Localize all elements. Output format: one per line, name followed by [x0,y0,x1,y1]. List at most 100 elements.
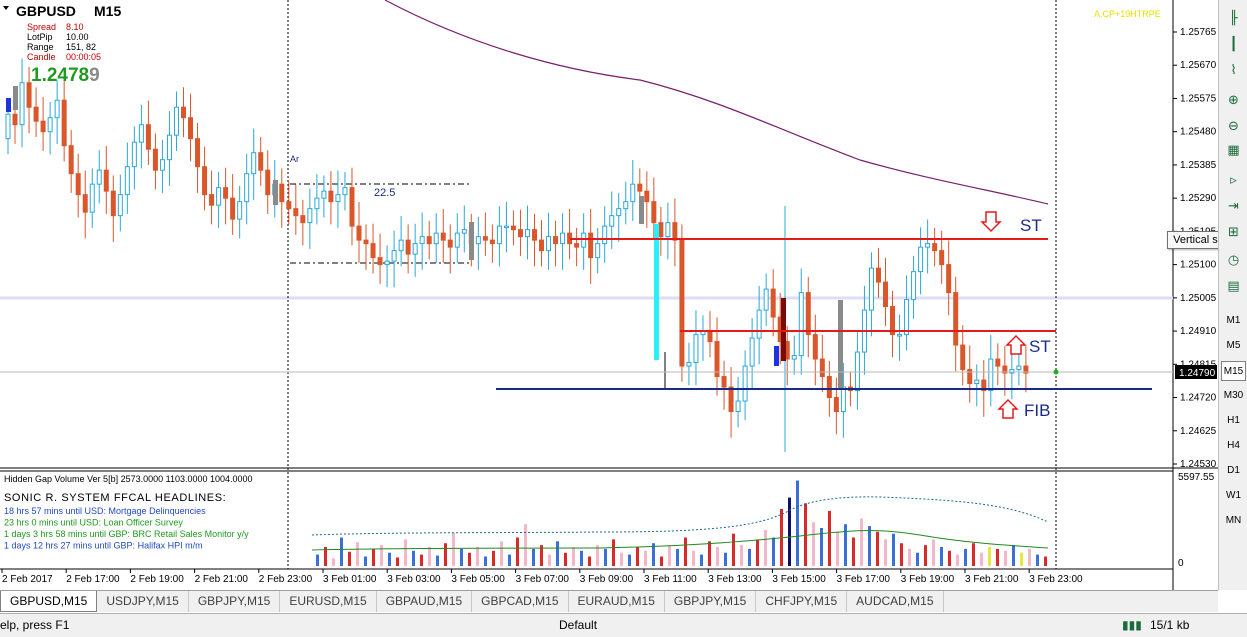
candle-body [588,232,594,259]
price-tick-label: 1.25765 [1180,27,1217,38]
volume-bar [652,543,655,566]
candle-body [159,159,165,171]
spread-value: 8.10 [66,22,84,32]
volume-bar [764,529,767,566]
templates-icon[interactable]: ▤ [1227,279,1240,294]
volume-bar [812,522,815,566]
bar-chart-icon[interactable]: ╟ [1229,11,1238,26]
volume-bar [492,550,495,566]
chart-tab[interactable]: AUDCAD,M15 [847,591,944,612]
candle-body [195,138,201,168]
gray-candle-2 [469,222,474,260]
candle-body [440,232,446,241]
candle-body [230,197,236,220]
timeframe-h1[interactable]: H1 [1227,415,1240,426]
headlines-title: SONIC R. SYSTEM FFCAL HEADLINES: [4,492,226,504]
chart-tab[interactable]: GBPUSD,M15 [0,591,98,612]
candle-body [33,106,39,122]
down-arrow-icon [980,211,1002,233]
zoom-in-icon[interactable]: ⊕ [1228,93,1239,108]
time-tick-label: 3 Feb 15:00 [772,574,826,585]
candle-body [925,243,931,248]
volume-bar [980,552,983,566]
volume-bar [756,539,759,566]
subwindow-max-label: 5597.55 [1178,472,1215,483]
candle-body [110,190,116,217]
candle-body [658,222,664,238]
impulse-candle [654,224,659,360]
volume-bar [540,545,543,566]
candle-body [258,152,264,171]
candle-body [412,243,418,255]
headline-item: 18 hrs 57 mins until USD: Mortgage Delin… [4,506,206,516]
time-tick-label: 3 Feb 05:00 [451,574,505,585]
timeframe-m30[interactable]: M30 [1223,390,1244,401]
line-chart-icon[interactable]: ⌇ [1230,63,1237,78]
timeframe-m5[interactable]: M5 [1226,340,1241,351]
candle-body [503,225,509,229]
timeframe-h4[interactable]: H4 [1227,440,1240,451]
candle-body [152,148,158,171]
chart-tab[interactable]: CHFJPY,M15 [756,591,848,612]
volume-bar [972,543,975,566]
main-chart-area[interactable] [0,0,1173,468]
st-mid-label: ST [1029,337,1051,356]
current-price-dot [1053,369,1059,375]
candlestick-icon[interactable]: ┃ [1229,37,1238,52]
price-tick-label: 1.25290 [1180,193,1217,204]
volume-bar [340,537,343,566]
volume-bar [828,510,831,566]
candle-body [602,225,608,245]
chart-menu-triangle-icon[interactable] [3,6,9,10]
candle-body [805,292,811,336]
price-axis[interactable]: 1.25765 1.25670 1.25575 1.25480 1.25385 1.252… [1173,27,1217,470]
chart-tab[interactable]: GBPJPY,M15 [665,591,757,612]
zoom-out-icon[interactable]: ⊖ [1228,119,1239,134]
volume-bar [900,543,903,566]
volume-bar [636,547,639,566]
indicators-icon[interactable]: ⊞ [1228,225,1239,240]
volume-bar [852,537,855,566]
chart-shift-icon[interactable]: ⇥ [1228,199,1239,214]
chart-tab[interactable]: GBPCAD,M15 [472,591,569,612]
chart-tab[interactable]: GBPJPY,M15 [189,591,281,612]
autoscroll-icon[interactable]: ▹ [1230,173,1237,188]
chart-tab[interactable]: GBPAUD,M15 [377,591,473,612]
volume-bar [356,542,359,566]
candle-body [770,288,776,318]
candle-body [391,250,397,262]
candle-body [707,330,713,343]
timeframe-w1[interactable]: W1 [1226,490,1241,501]
headline-item: 1 days 12 hrs 27 mins until GBP: Halifax… [4,541,203,551]
bid-price-main: 1.2478 [31,65,89,86]
candle-body [904,299,910,336]
candle-body [553,236,559,245]
volume-bar [444,543,447,566]
tile-windows-icon[interactable]: ▦ [1227,143,1240,158]
timeframe-m15[interactable]: M15 [1221,361,1246,381]
candle-body [517,229,523,238]
volume-bar [484,556,487,566]
candle-body [742,365,748,402]
volume-bar [1012,545,1015,566]
chart-tab[interactable]: EURUSD,M15 [280,591,377,612]
volume-bar [892,533,895,566]
chart-tab[interactable]: USDJPY,M15 [97,591,189,612]
price-chart[interactable]: ST ST FIB 22.5 Ar GBPUSD M15 Spread 8.10… [0,0,1218,590]
timeframe-m1[interactable]: M1 [1226,315,1241,326]
timeframe-mn[interactable]: MN [1225,515,1242,526]
volume-bar [924,545,927,566]
time-axis: 2 Feb 2017 2 Feb 17:00 2 Feb 19:00 2 Feb 21… [1,569,1083,585]
candle-body [714,341,720,378]
candle-body [328,190,334,203]
volume-bar [564,552,567,566]
volume-bar [716,547,719,566]
timeframe-d1[interactable]: D1 [1227,465,1240,476]
status-profile[interactable]: Default [559,618,598,632]
candle-body [581,232,587,248]
candle-body [426,236,432,245]
volume-bars [316,480,1047,566]
chart-tab[interactable]: EURAUD,M15 [569,591,665,612]
volume-bar [348,551,351,566]
periods-clock-icon[interactable]: ◷ [1227,253,1240,268]
